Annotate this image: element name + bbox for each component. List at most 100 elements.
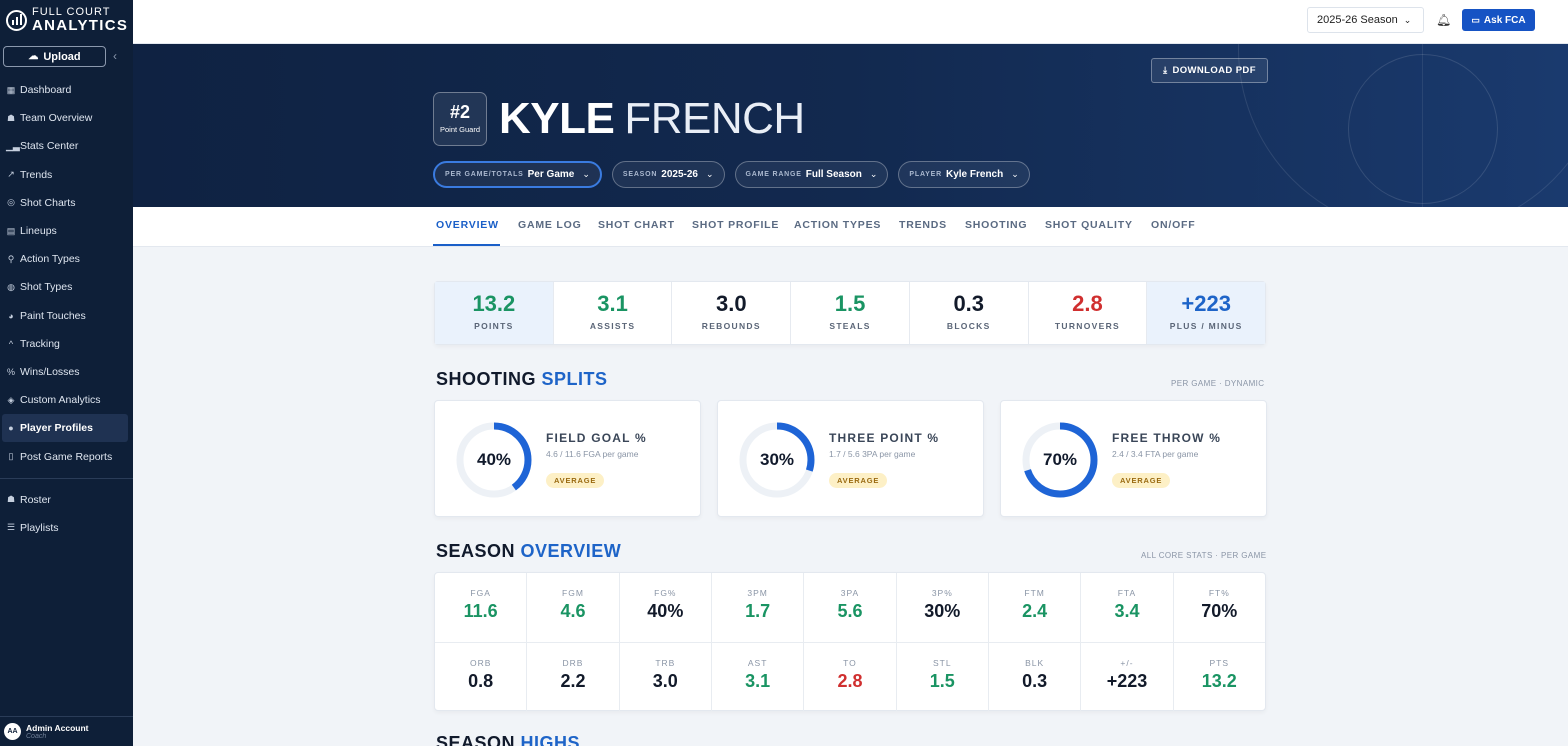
filter-per-game-totals[interactable]: PER GAME/TOTALS Per Game ⌄ [433,161,602,188]
sidebar-item-team-overview[interactable]: ☗ Team Overview [0,104,133,132]
sidebar-item-roster[interactable]: ☗ Roster [0,486,133,514]
sidebar-item-label: Shot Types [20,281,73,294]
filter-game-range[interactable]: GAME RANGE Full Season ⌄ [734,161,889,188]
player-hero: ⤓ DOWNLOAD PDF #2 Point Guard KYLE FRENCH… [133,44,1568,207]
section-title-part: SEASON [436,733,516,746]
tab-shot-quality[interactable]: SHOT QUALITY [1045,219,1133,231]
upload-button[interactable]: ☁ Upload [3,46,106,67]
grid-row-shooting: FGA 11.6 FGM 4.6 FG% 40% 3PM 1.7 3PA 5.6 3P% 30% FTM… [435,573,1265,642]
stat-cell-orb: ORB 0.8 [435,643,528,711]
sidebar-item-shot-charts[interactable]: ◎ Shot Charts [0,189,133,217]
stat-cell-value: 0.8 [468,671,494,691]
stat-cell-value: 13.2 [1201,671,1237,691]
chevron-down-icon: ⌄ [705,169,714,179]
stat-cell-label: FG% [654,588,677,598]
stat-cell-value: 1.5 [929,671,955,691]
stat-cell-value: 1.7 [745,601,771,621]
sidebar-item-shot-types[interactable]: ◍ Shot Types [0,273,133,301]
stat-cell-value: 11.6 [463,601,498,621]
top-bar: 2025-26 Season ⌄ 🔔︎ ▭ Ask FCA [133,0,1568,44]
ask-fca-button[interactable]: ▭ Ask FCA [1462,9,1535,31]
users-icon: ☗ [6,494,16,505]
table-icon: ▤ [6,225,16,236]
sidebar-item-stats-center[interactable]: ▁▃ Stats Center [0,132,133,160]
stat-cell-value: 5.6 [837,601,863,621]
grid-icon: ▦ [6,84,16,95]
donut-value: 30% [759,450,795,469]
tab-shot-chart[interactable]: SHOT CHART [598,219,675,231]
tab-game-log[interactable]: GAME LOG [518,219,582,231]
stat-cell-label: ORB [469,658,492,668]
sidebar-item-label: Paint Touches [20,309,86,322]
tab-overview[interactable]: OVERVIEW [436,219,499,231]
sidebar-item-player-profiles[interactable]: ● Player Profiles [2,414,128,443]
download-pdf-button[interactable]: ⤓ DOWNLOAD PDF [1151,58,1268,83]
sidebar-item-playlists[interactable]: ☰ Playlists [0,514,133,542]
stat-label: TURNOVERS [1054,321,1120,331]
section-title-part: SEASON [436,541,516,561]
sidebar-item-label: Playlists [20,521,59,534]
tab-shooting[interactable]: SHOOTING [965,219,1028,231]
bell-icon[interactable]: 🔔︎ [1436,13,1452,27]
sidebar-item-action-types[interactable]: ⚲ Action Types [0,245,133,273]
stat-cell-to: TO 2.8 [804,643,897,711]
sidebar-item-paint-touches[interactable]: ◕ Paint Touches [0,302,133,330]
logo-icon [6,9,27,31]
sidebar-item-post-game-reports[interactable]: ▯ Post Game Reports [0,442,133,470]
stat-plus-minus: +223 PLUS / MINUS [1147,282,1266,344]
player-first-name: KYLE [499,94,615,143]
stat-cell-label: STL [933,658,952,668]
season-select[interactable]: 2025-26 Season ⌄ [1307,7,1424,33]
chevron-down-icon: ⌄ [869,169,878,179]
tab-trends[interactable]: TRENDS [899,219,947,231]
trend-icon: ↗ [7,169,15,180]
sidebar-item-label: Shot Charts [20,196,76,209]
season-highs-title: SEASON HIGHS [436,733,580,746]
stat-cell-label: +/- [1120,658,1134,668]
percent-icon: % [6,366,15,377]
sidebar-item-label: Player Profiles [20,422,93,435]
stat-assists: 3.1 ASSISTS [554,282,673,344]
sidebar-item-trends[interactable]: ↗ Trends [0,161,133,189]
sidebar-item-label: Wins/Losses [20,365,80,378]
filter-player[interactable]: PLAYER Kyle French ⌄ [898,161,1030,188]
sidebar-item-wins-losses[interactable]: % Wins/Losses [0,358,133,386]
chat-icon: ▭ [1471,14,1480,25]
shooting-card-subtitle: 4.6 / 11.6 FGA per game [546,449,639,459]
stat-cell-: +/- +223 [1081,643,1174,711]
pie-icon: ◕ [8,310,14,321]
sidebar-item-dashboard[interactable]: ▦ Dashboard [0,76,133,104]
filter-label: SEASON [622,171,658,178]
collapse-sidebar-icon[interactable]: ‹ [113,49,117,63]
stat-cell-fga: FGA 11.6 [435,573,528,642]
sidebar-item-label: Custom Analytics [20,394,101,407]
filter-label: PLAYER [909,171,942,178]
sidebar-item-custom-analytics[interactable]: ◈ Custom Analytics [0,386,133,414]
tab-on-off[interactable]: ON/OFF [1151,219,1196,231]
stat-cell-trb: TRB 3.0 [620,643,712,711]
cloud-upload-icon: ☁ [28,51,39,62]
stat-label: ASSISTS [589,321,636,331]
season-overview-title: SEASON OVERVIEW [436,541,621,562]
shooting-splits-note: PER GAME · DYNAMIC [1171,379,1265,388]
account-menu[interactable]: AA Admin Account Coach [0,716,133,746]
court-midline-decoration [1422,44,1423,207]
running-icon: ⚲ [7,253,15,264]
jersey-number: #2 [449,102,471,122]
stat-cell-label: AST [747,658,768,668]
tab-shot-profile[interactable]: SHOT PROFILE [692,219,780,231]
sidebar-item-tracking[interactable]: ^ Tracking [0,330,133,358]
stat-cell-pts: PTS 13.2 [1174,643,1265,711]
filter-season[interactable]: SEASON 2025-26 ⌄ [611,161,725,188]
upload-label: Upload [43,50,81,63]
tab-action-types[interactable]: ACTION TYPES [794,219,882,231]
stat-points: 13.2 POINTS [435,282,554,344]
stat-cell-value: 3.0 [652,671,678,691]
filter-value: 2025-26 [661,169,698,180]
sidebar-item-lineups[interactable]: ▤ Lineups [0,217,133,245]
section-title-accent: SPLITS [541,369,608,389]
stat-label: PLUS / MINUS [1169,321,1243,331]
section-title-accent: OVERVIEW [520,541,622,561]
brand-logo[interactable]: FULL COURT ANALYTICS [6,7,128,33]
stat-cell-ftm: FTM 2.4 [989,573,1082,642]
